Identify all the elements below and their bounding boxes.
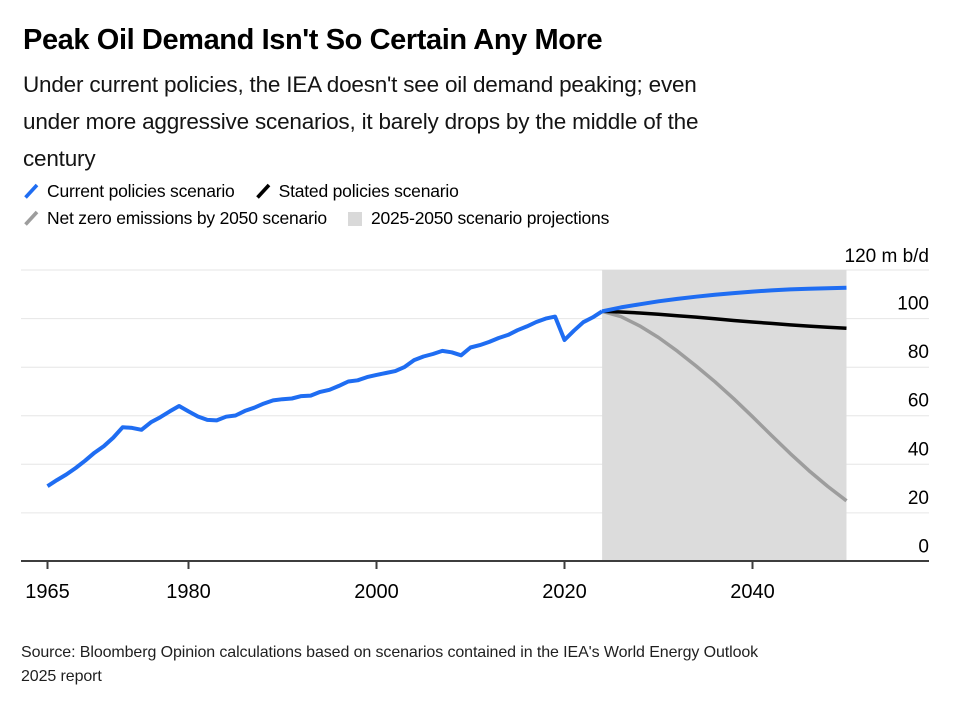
legend-item-net-zero: Net zero emissions by 2050 scenario — [23, 208, 327, 229]
line-swatch-icon — [255, 183, 270, 199]
legend-label: Net zero emissions by 2050 scenario — [47, 208, 327, 228]
chart-header: Peak Oil Demand Isn't So Certain Any Mor… — [23, 24, 945, 177]
series-line-stated-policies-projection — [602, 309, 847, 331]
y-tick-label: 100 — [897, 294, 929, 315]
legend-label: Current policies scenario — [47, 181, 235, 201]
legend-item-current-policies: Current policies scenario — [23, 181, 235, 202]
x-tick-label: 2040 — [730, 581, 775, 603]
y-tick-label: 20 — [908, 488, 929, 509]
y-tick-label: 40 — [908, 439, 929, 460]
subtitle-line: Under current policies, the IEA doesn't … — [23, 72, 697, 97]
legend-label: 2025-2050 scenario projections — [370, 208, 610, 228]
chart-legend: Current policies scenario Stated policie… — [23, 181, 629, 235]
series-line-net-zero-projection — [601, 309, 848, 503]
y-axis-unit-label: 120 m b/d — [845, 246, 930, 267]
y-tick-label: 0 — [918, 537, 929, 558]
line-swatch-icon — [24, 183, 39, 199]
legend-row: Net zero emissions by 2050 scenario 2025… — [23, 208, 629, 229]
source-line: 2025 report — [21, 667, 102, 685]
subtitle-line: century — [23, 146, 96, 171]
source-note: Source: Bloomberg Opinion calculations b… — [21, 641, 946, 688]
line-swatch-icon — [24, 210, 39, 226]
legend-item-stated-policies: Stated policies scenario — [255, 181, 459, 202]
source-line: Source: Bloomberg Opinion calculations b… — [21, 644, 759, 661]
series-line-current-policies-historical — [46, 309, 604, 488]
x-tick-label: 2000 — [354, 581, 399, 603]
legend-row: Current policies scenario Stated policie… — [23, 181, 629, 202]
y-tick-label: 80 — [908, 342, 929, 363]
y-tick-label: 60 — [908, 391, 929, 412]
legend-item-projection-band: 2025-2050 scenario projections — [347, 208, 609, 229]
series-line-current-policies-projection — [601, 285, 847, 314]
page-title: Peak Oil Demand Isn't So Certain Any Mor… — [23, 24, 603, 56]
square-swatch-icon — [347, 212, 362, 226]
oil-demand-line-chart: 1965 1980 2000 2020 2040 100 80 60 40 20 0 120 m b/… — [21, 246, 930, 603]
subtitle-line: under more aggressive scenarios, it bare… — [23, 109, 699, 134]
legend-label: Stated policies scenario — [278, 181, 459, 201]
x-tick-label: 2020 — [542, 581, 587, 603]
x-tick-label: 1980 — [166, 581, 211, 603]
x-tick-label: 1965 — [25, 581, 70, 603]
chart-subtitle: Under current policies, the IEA doesn't … — [23, 66, 945, 177]
